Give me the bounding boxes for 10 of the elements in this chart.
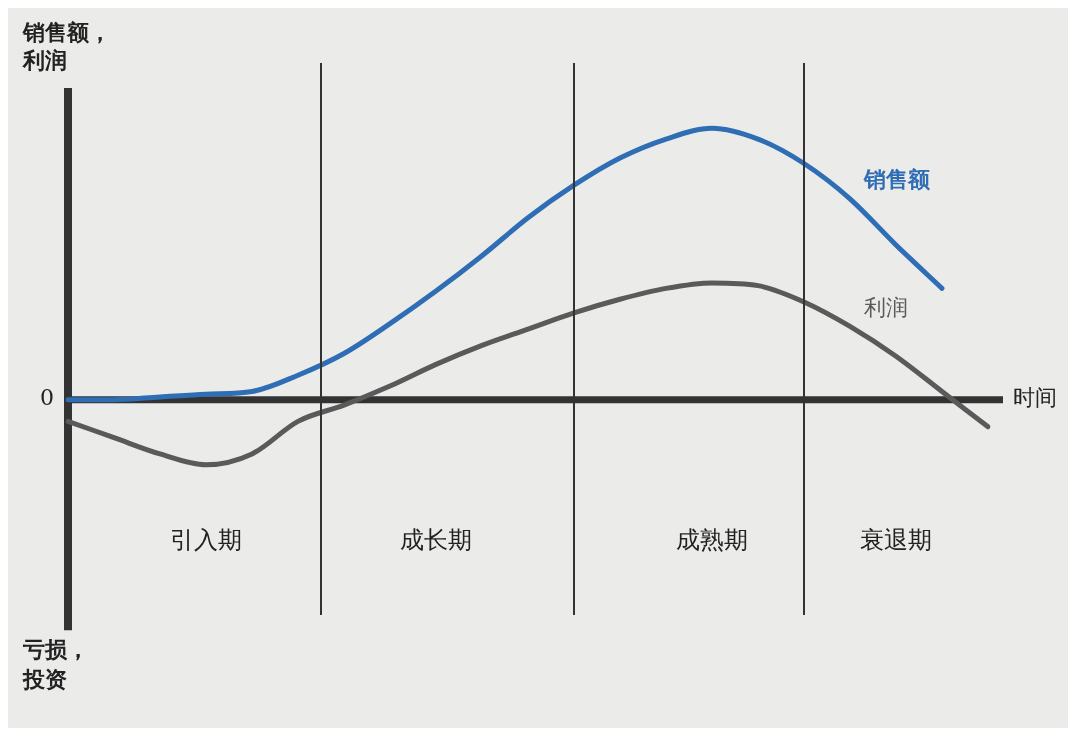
y-axis-title: 销售额，利润 bbox=[22, 19, 111, 73]
series-label: 利润 bbox=[864, 295, 908, 321]
text: 0 bbox=[40, 385, 54, 411]
series-label: 销售额 bbox=[863, 167, 931, 193]
text: 亏损，投资 bbox=[22, 636, 89, 692]
x-tick-label: 成熟期 bbox=[676, 525, 748, 554]
x-tick-label: 引入期 bbox=[170, 525, 242, 554]
x-axis-title: 时间 bbox=[1013, 385, 1057, 411]
x-tick-label: 衰退期 bbox=[860, 525, 932, 554]
x-tick-label: 成长期 bbox=[400, 525, 472, 554]
